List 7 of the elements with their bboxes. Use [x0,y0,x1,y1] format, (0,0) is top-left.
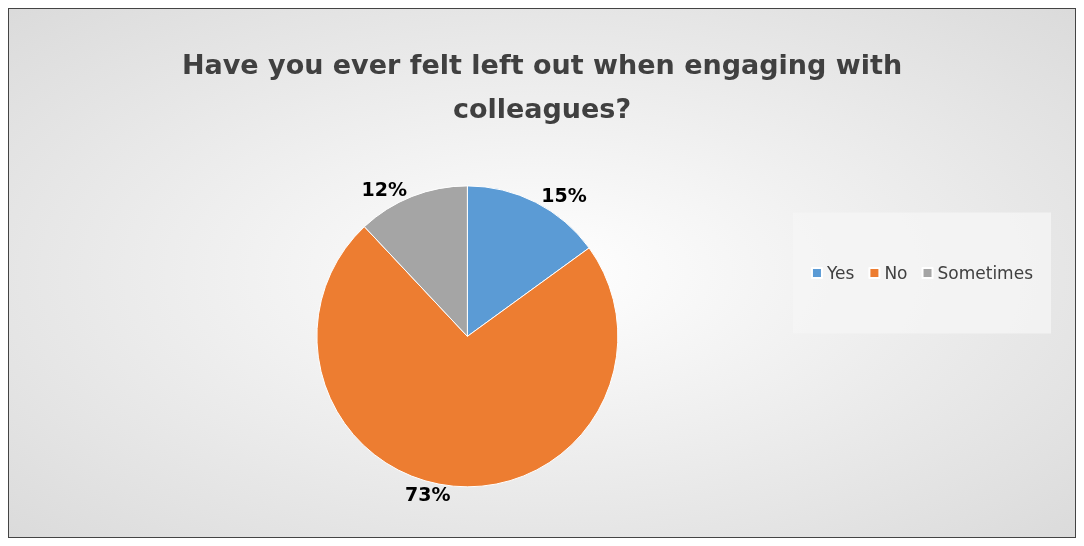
data-label: 12% [361,178,408,201]
legend-label: No [884,263,908,283]
data-label: 73% [404,483,451,506]
data-label: 15% [541,184,587,207]
legend-label: Sometimes [937,263,1034,283]
legend-label: Yes [825,263,855,283]
chart-title: Have you ever felt left out when engaging with colleagues? [181,48,903,124]
